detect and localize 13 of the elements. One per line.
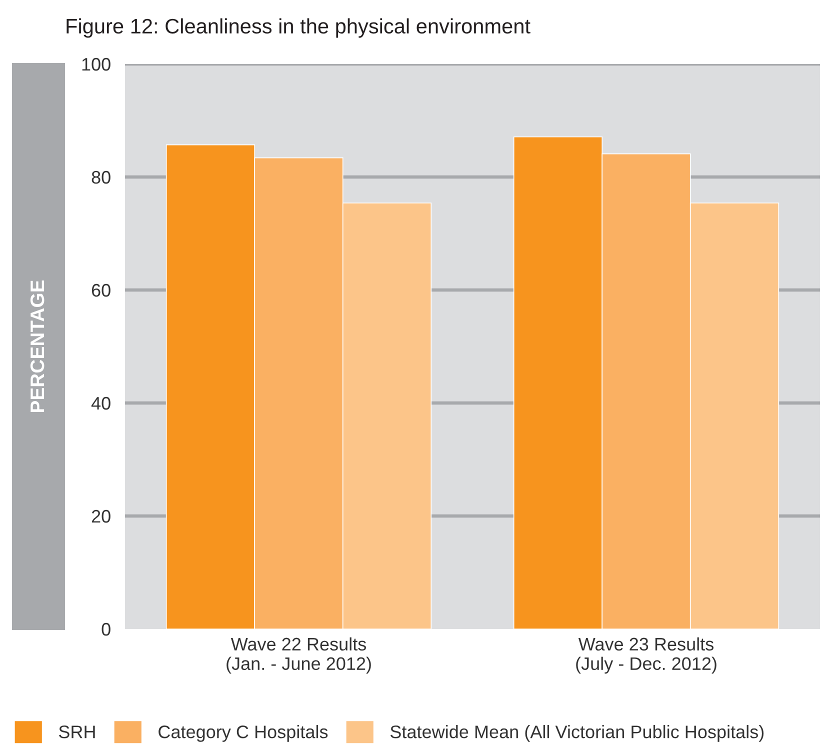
chart-title: Figure 12: Cleanliness in the physical environment (66, 18, 530, 38)
y-axis-title: PERCENTAGE (30, 280, 44, 412)
legend-label: Category C Hospitals (158, 725, 328, 742)
legend-label: Statewide Mean (All Victorian Public Hospitals) (390, 725, 764, 742)
x-tick-label: Wave 23 Results (July - Dec. 2012) (576, 637, 716, 674)
y-tick-label: 0 (102, 622, 110, 636)
y-tick-label: 100 (82, 58, 110, 71)
y-tick-label: 60 (92, 284, 110, 297)
legend-label: SRH (58, 726, 95, 738)
y-tick-label: 20 (92, 510, 110, 523)
y-tick-label: 40 (91, 396, 110, 410)
x-tick-label: Wave 22 Results (Jan. - June 2012) (226, 637, 371, 674)
y-tick-label: 80 (92, 170, 110, 184)
